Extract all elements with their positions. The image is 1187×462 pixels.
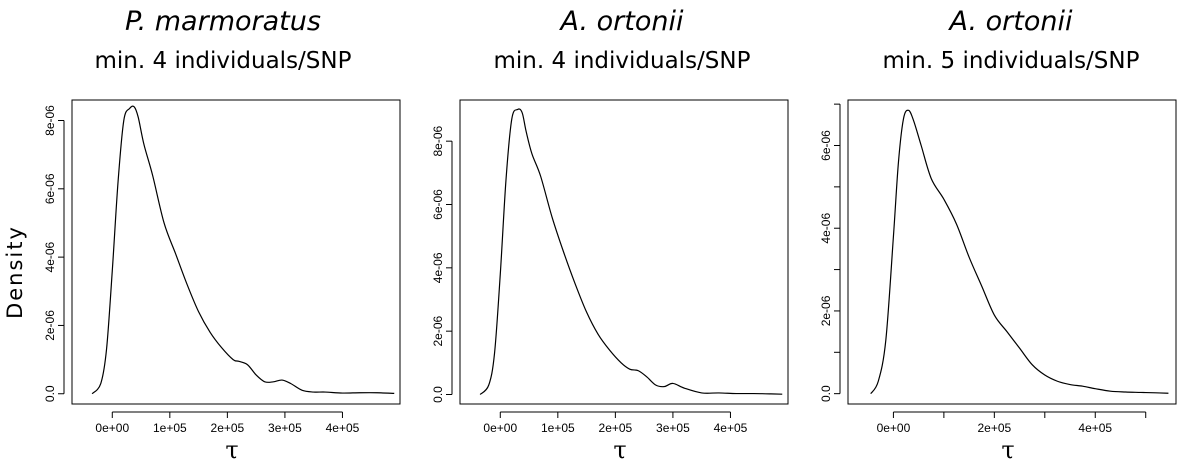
panel-title: P. marmoratus bbox=[125, 6, 321, 37]
y-tick-label: 4e-06 bbox=[431, 252, 445, 283]
y-tick-label: 2e-06 bbox=[431, 316, 445, 347]
x-tick-label: 0e+00 bbox=[95, 421, 129, 435]
panel-title: A. ortonii bbox=[948, 6, 1073, 37]
y-tick-label: 4e-06 bbox=[819, 213, 833, 244]
plot-frame bbox=[459, 99, 789, 405]
x-tick-label: 4e+05 bbox=[326, 421, 360, 435]
x-tick-label: 3e+05 bbox=[268, 421, 302, 435]
plot-frame bbox=[847, 99, 1177, 405]
panels-group: P. marmoratus min. 4 individuals/SNP 0e+00… bbox=[43, 6, 1177, 462]
x-axis-title: τ bbox=[613, 436, 626, 462]
plot-frame bbox=[71, 99, 401, 405]
x-tick-label: 4e+05 bbox=[1078, 421, 1112, 435]
x-tick-label: 1e+05 bbox=[541, 421, 575, 435]
y-tick-label: 2e-06 bbox=[819, 295, 833, 326]
x-tick-label: 2e+05 bbox=[211, 421, 245, 435]
y-tick-label: 0.0 bbox=[43, 385, 57, 402]
density-curve bbox=[91, 105, 395, 395]
x-axis-title: τ bbox=[225, 436, 238, 462]
panel-3: A. ortonii min. 5 individuals/SNP 0e+00 2e+… bbox=[819, 6, 1177, 462]
x-tick-label: 0e+00 bbox=[483, 421, 517, 435]
x-tick-label: 2e+05 bbox=[599, 421, 633, 435]
y-tick-label: 4e-06 bbox=[43, 241, 57, 272]
panel-1: P. marmoratus min. 4 individuals/SNP 0e+00… bbox=[43, 6, 401, 462]
y-tick-label: 8e-06 bbox=[43, 105, 57, 136]
x-tick-label: 4e+05 bbox=[714, 421, 748, 435]
density-curve bbox=[870, 109, 1169, 395]
y-tick-label: 0.0 bbox=[431, 386, 445, 403]
panel-subtitle: min. 4 individuals/SNP bbox=[494, 48, 751, 74]
panel-subtitle: min. 4 individuals/SNP bbox=[95, 48, 352, 74]
y-tick-label: 2e-06 bbox=[43, 310, 57, 341]
density-curve bbox=[479, 108, 783, 395]
shared-y-axis-title: Density bbox=[3, 225, 27, 319]
x-tick-label: 1e+05 bbox=[153, 421, 187, 435]
y-tick-label: 6e-06 bbox=[819, 130, 833, 161]
y-tick-label: 0.0 bbox=[819, 385, 833, 402]
panel-2: A. ortonii min. 4 individuals/SNP 0e+00 1e+… bbox=[431, 6, 789, 462]
y-tick-label: 6e-06 bbox=[43, 173, 57, 204]
x-axis-title: τ bbox=[1001, 436, 1014, 462]
x-tick-label: 3e+05 bbox=[656, 421, 690, 435]
y-tick-label: 6e-06 bbox=[431, 189, 445, 220]
y-tick-label: 8e-06 bbox=[431, 126, 445, 157]
panel-title: A. ortonii bbox=[559, 6, 684, 37]
panel-subtitle: min. 5 individuals/SNP bbox=[883, 48, 1140, 74]
x-tick-label: 0e+00 bbox=[877, 421, 911, 435]
x-tick-label: 2e+05 bbox=[977, 421, 1011, 435]
